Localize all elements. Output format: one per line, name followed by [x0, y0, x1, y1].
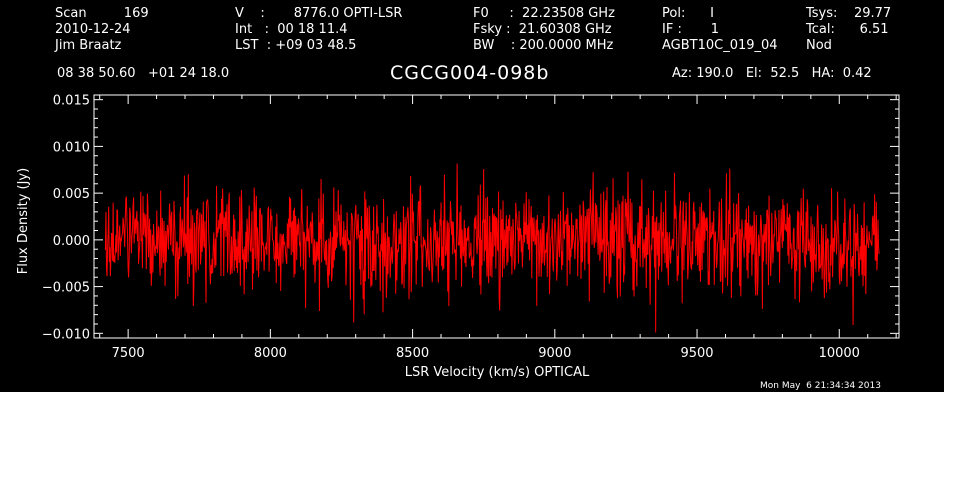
header-lst: LST : +09 03 48.5 — [235, 38, 357, 53]
header-coordinates: 08 38 50.60 +01 24 18.0 — [57, 66, 230, 81]
spectrum-series-line — [104, 163, 880, 333]
header-bandwidth: BW : 200.0000 MHz — [473, 38, 614, 53]
header-pointing: Az: 190.0 El: 52.5 HA: 0.42 — [672, 66, 872, 81]
plot-panel: Scan 169 2010-12-24 Jim Braatz V : 8776.… — [0, 0, 944, 392]
header-tsys: Tsys: 29.77 — [806, 6, 892, 21]
x-axis-label: LSR Velocity (km/s) OPTICAL — [405, 365, 590, 380]
y-tick-label: 0.000 — [53, 234, 90, 249]
spectrum-trace-layer — [104, 163, 880, 333]
y-tick-label: −0.005 — [42, 281, 90, 296]
tick-layer — [94, 95, 899, 338]
header-procedure: Nod — [806, 38, 832, 53]
header-fsky: Fsky : 21.60308 GHz — [473, 22, 612, 37]
header-project: AGBT10C_019_04 — [662, 38, 778, 53]
x-tick-label: 8500 — [396, 346, 429, 361]
plot-frame — [93, 94, 900, 339]
header-if: IF : 1 — [662, 22, 720, 37]
x-tick-label: 8000 — [254, 346, 287, 361]
header-date: 2010-12-24 — [55, 22, 131, 37]
x-tick-label: 9000 — [538, 346, 571, 361]
y-axis-label: Flux Density (Jy) — [16, 168, 31, 274]
timestamp: Mon May 6 21:34:34 2013 — [760, 381, 881, 391]
y-tick-label: 0.015 — [53, 94, 90, 109]
y-tick-label: 0.005 — [53, 187, 90, 202]
header-pol: Pol: I — [662, 6, 714, 21]
header-tcal: Tcal: 6.51 — [806, 22, 889, 37]
x-tick-label: 7500 — [112, 346, 145, 361]
header-scan: Scan 169 — [55, 6, 149, 21]
x-tick-label: 9500 — [680, 346, 713, 361]
source-name: CGCG004-098b — [390, 62, 550, 84]
x-tick-label: 10000 — [819, 346, 860, 361]
header-observer: Jim Braatz — [55, 38, 122, 53]
y-tick-label: −0.010 — [42, 327, 90, 342]
tick-label-layer: 7500 8000 8500 9000 9500 10000 −0.010 −0.005 0.0… — [42, 94, 860, 361]
spectrum-chart: 7500 8000 8500 9000 9500 10000 −0.010 −0.005 0.0… — [16, 94, 900, 380]
header-velocity: V : 8776.0 OPTI-LSR — [235, 6, 403, 21]
header-f0: F0 : 22.23508 GHz — [473, 6, 615, 21]
y-tick-label: 0.010 — [53, 140, 90, 155]
header-integration: Int : 00 18 11.4 — [235, 22, 348, 37]
